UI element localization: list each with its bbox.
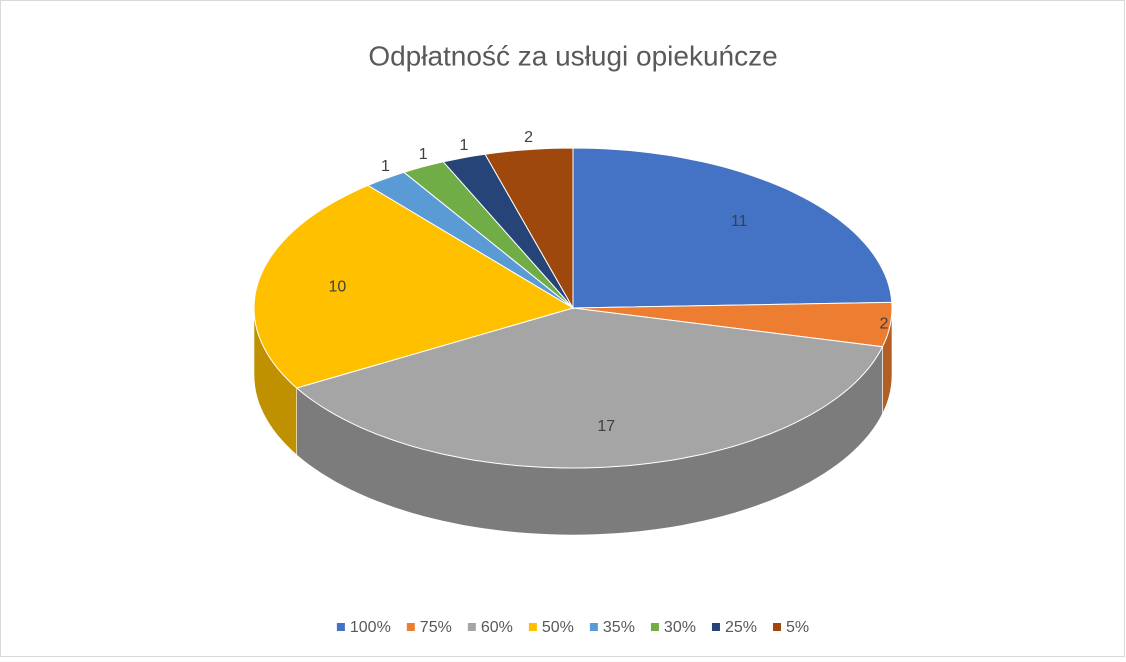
pie-sides xyxy=(253,307,893,536)
data-label: 1 xyxy=(381,158,390,175)
legend: 100% 75% 60% 50% 35% 30% 25% 5% xyxy=(336,619,809,636)
data-label: 11 xyxy=(731,213,748,230)
data-label: 1 xyxy=(459,137,468,154)
legend-label: 75% xyxy=(420,619,452,636)
data-label: 1 xyxy=(419,146,428,163)
legend-label: 60% xyxy=(481,619,513,636)
chart-title: Odpłatność za usługi opiekuńcze xyxy=(368,40,777,71)
legend-swatch xyxy=(528,623,537,631)
legend-swatch xyxy=(650,623,659,631)
data-label: 17 xyxy=(597,418,615,435)
legend-swatch xyxy=(589,623,598,631)
data-label: 2 xyxy=(524,129,533,146)
slice xyxy=(572,301,893,348)
slice xyxy=(572,147,893,309)
data-label: 10 xyxy=(328,278,346,295)
legend-label: 25% xyxy=(725,619,757,636)
legend-label: 35% xyxy=(603,619,635,636)
legend-swatch xyxy=(406,623,415,631)
slice xyxy=(484,147,574,310)
legend-swatch xyxy=(336,623,345,631)
legend-swatch xyxy=(467,623,476,631)
legend-swatch xyxy=(772,623,781,631)
slice xyxy=(295,307,884,469)
legend-label: 100% xyxy=(350,619,391,636)
slice xyxy=(253,184,575,389)
legend-label: 5% xyxy=(786,619,809,636)
pie-tops xyxy=(253,147,893,469)
legend-label: 50% xyxy=(542,619,574,636)
data-label: 2 xyxy=(879,316,888,333)
legend-label: 30% xyxy=(664,619,696,636)
legend-swatch xyxy=(711,623,720,631)
